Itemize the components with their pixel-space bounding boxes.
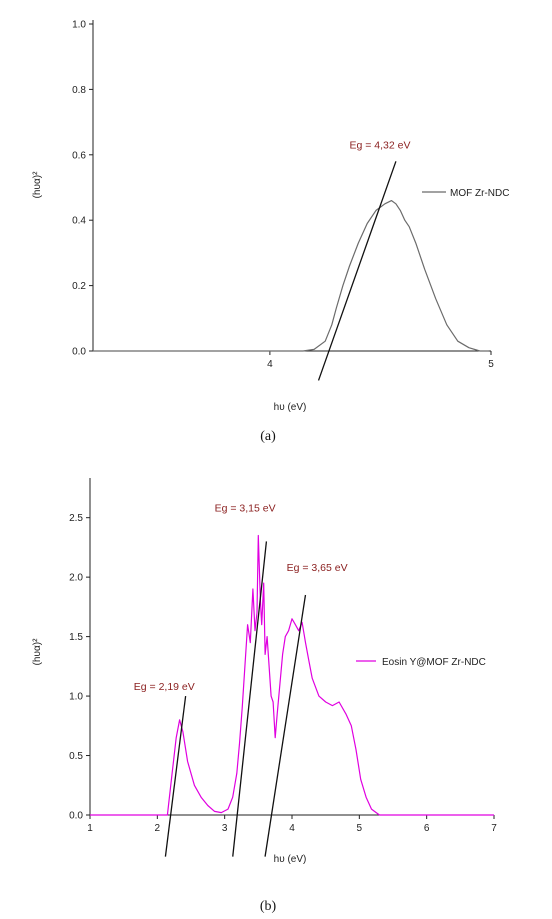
panel-b-x-tick-label: 7 — [491, 823, 497, 834]
panel-b-x-tick-label: 2 — [155, 823, 161, 834]
panel-b-tangent-line — [232, 541, 268, 857]
panel-b-tangent-line — [264, 594, 307, 857]
panel-a-series-line — [93, 200, 489, 352]
panel-a-tangent-line — [317, 161, 397, 381]
panel-b-x-tick-label: 1 — [87, 823, 93, 834]
panel-b-y-tick-label: 0.5 — [69, 751, 83, 762]
panel-a-legend: MOF Zr-NDC — [422, 188, 509, 199]
panel-b-x-ticks: 1 2 3 4 5 6 7 — [87, 815, 497, 834]
panel-a-y-tick-label: 0.6 — [72, 150, 86, 161]
panel-a-legend-label: MOF Zr-NDC — [450, 188, 509, 199]
panel-a-y-tick-label: 0.0 — [72, 347, 86, 358]
panel-a-caption: (a) — [260, 429, 276, 444]
panel-a-series — [93, 200, 489, 352]
panel-a-x-tick-label: 5 — [488, 359, 494, 370]
panel-a-y-ticks: 0.0 0.2 0.4 0.6 0.8 1.0 — [72, 20, 93, 358]
panel-b-x-tick-label: 5 — [357, 823, 363, 834]
panel-b-y-tick-label: 1.5 — [69, 632, 83, 643]
panel-a-y-tick-label: 0.2 — [72, 281, 86, 292]
panel-b-band-gap-label: Eg = 3,65 eV — [287, 562, 348, 574]
panel-a-y-tick-label: 1.0 — [72, 20, 86, 31]
panel-b-axes — [89, 478, 494, 816]
panel-b-x-tick-label: 6 — [424, 823, 430, 834]
panel-a-band-gap-label: Eg = 4,32 eV — [349, 139, 410, 151]
panel-b-y-axis-label: (hυα)² — [32, 638, 43, 665]
panel-b-y-tick-label: 1.0 — [69, 692, 83, 703]
panel-b-annotations: Eg = 2,19 eV Eg = 3,15 eV Eg = 3,65 eV — [134, 503, 348, 693]
panel-b-y-tick-label: 2.5 — [69, 513, 83, 524]
panel-b-series — [90, 534, 494, 816]
panel-b-band-gap-label: Eg = 3,15 eV — [215, 503, 276, 515]
panel-a-axes — [92, 20, 491, 352]
panel-b-legend: Eosin Y@MOF Zr-NDC — [356, 657, 486, 668]
panel-a-y-tick-label: 0.4 — [72, 216, 86, 227]
panel-a-annotations: Eg = 4,32 eV — [349, 139, 410, 151]
panel-a-x-axis-label: hυ (eV) — [274, 402, 307, 413]
panel-a-y-tick-label: 0.8 — [72, 85, 86, 96]
panel-b-tangent-line — [164, 695, 187, 857]
panel-b-y-ticks: 0.0 0.5 1.0 1.5 2.0 2.5 — [69, 513, 90, 822]
panel-b-x-axis-label: hυ (eV) — [274, 854, 307, 865]
panel-b-series-line — [90, 534, 494, 816]
panel-b-band-gap-label: Eg = 2,19 eV — [134, 681, 195, 693]
panel-b-caption: (b) — [260, 899, 277, 914]
panel-a-y-axis-label: (hυα)² — [32, 171, 43, 198]
panel-b-x-tick-label: 4 — [289, 823, 295, 834]
panel-b-legend-label: Eosin Y@MOF Zr-NDC — [382, 657, 486, 668]
panel-a-tangent-lines — [317, 161, 397, 381]
panel-b-x-tick-label: 3 — [222, 823, 228, 834]
panel-b-tangent-lines — [164, 541, 307, 857]
panel-a-x-tick-label: 4 — [267, 359, 273, 370]
panel-b-y-tick-label: 2.0 — [69, 573, 83, 584]
panel-b-y-tick-label: 0.0 — [69, 811, 83, 822]
